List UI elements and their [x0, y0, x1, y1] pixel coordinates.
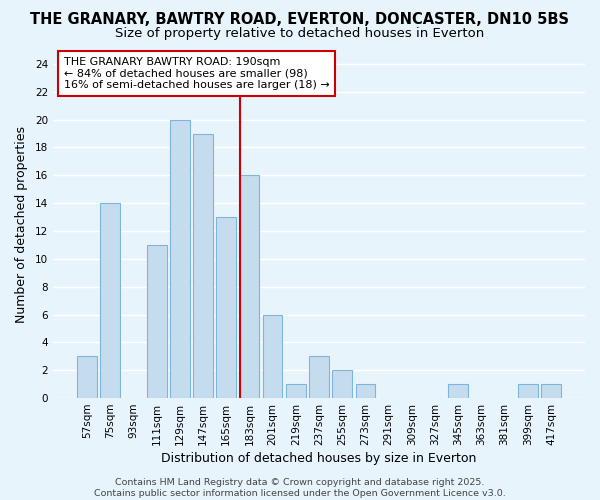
- Bar: [286, 384, 305, 398]
- Text: THE GRANARY BAWTRY ROAD: 190sqm
← 84% of detached houses are smaller (98)
16% of: THE GRANARY BAWTRY ROAD: 190sqm ← 84% of…: [64, 57, 329, 90]
- Bar: [239, 176, 259, 398]
- Bar: [217, 217, 236, 398]
- Bar: [193, 134, 213, 398]
- Y-axis label: Number of detached properties: Number of detached properties: [15, 126, 28, 322]
- Bar: [332, 370, 352, 398]
- Bar: [100, 203, 120, 398]
- Bar: [356, 384, 375, 398]
- Bar: [170, 120, 190, 398]
- Bar: [448, 384, 468, 398]
- Bar: [263, 314, 283, 398]
- Bar: [518, 384, 538, 398]
- Bar: [309, 356, 329, 398]
- Text: Size of property relative to detached houses in Everton: Size of property relative to detached ho…: [115, 28, 485, 40]
- Bar: [147, 245, 167, 398]
- Bar: [541, 384, 561, 398]
- Bar: [77, 356, 97, 398]
- X-axis label: Distribution of detached houses by size in Everton: Distribution of detached houses by size …: [161, 452, 477, 465]
- Text: THE GRANARY, BAWTRY ROAD, EVERTON, DONCASTER, DN10 5BS: THE GRANARY, BAWTRY ROAD, EVERTON, DONCA…: [31, 12, 569, 28]
- Text: Contains HM Land Registry data © Crown copyright and database right 2025.
Contai: Contains HM Land Registry data © Crown c…: [94, 478, 506, 498]
